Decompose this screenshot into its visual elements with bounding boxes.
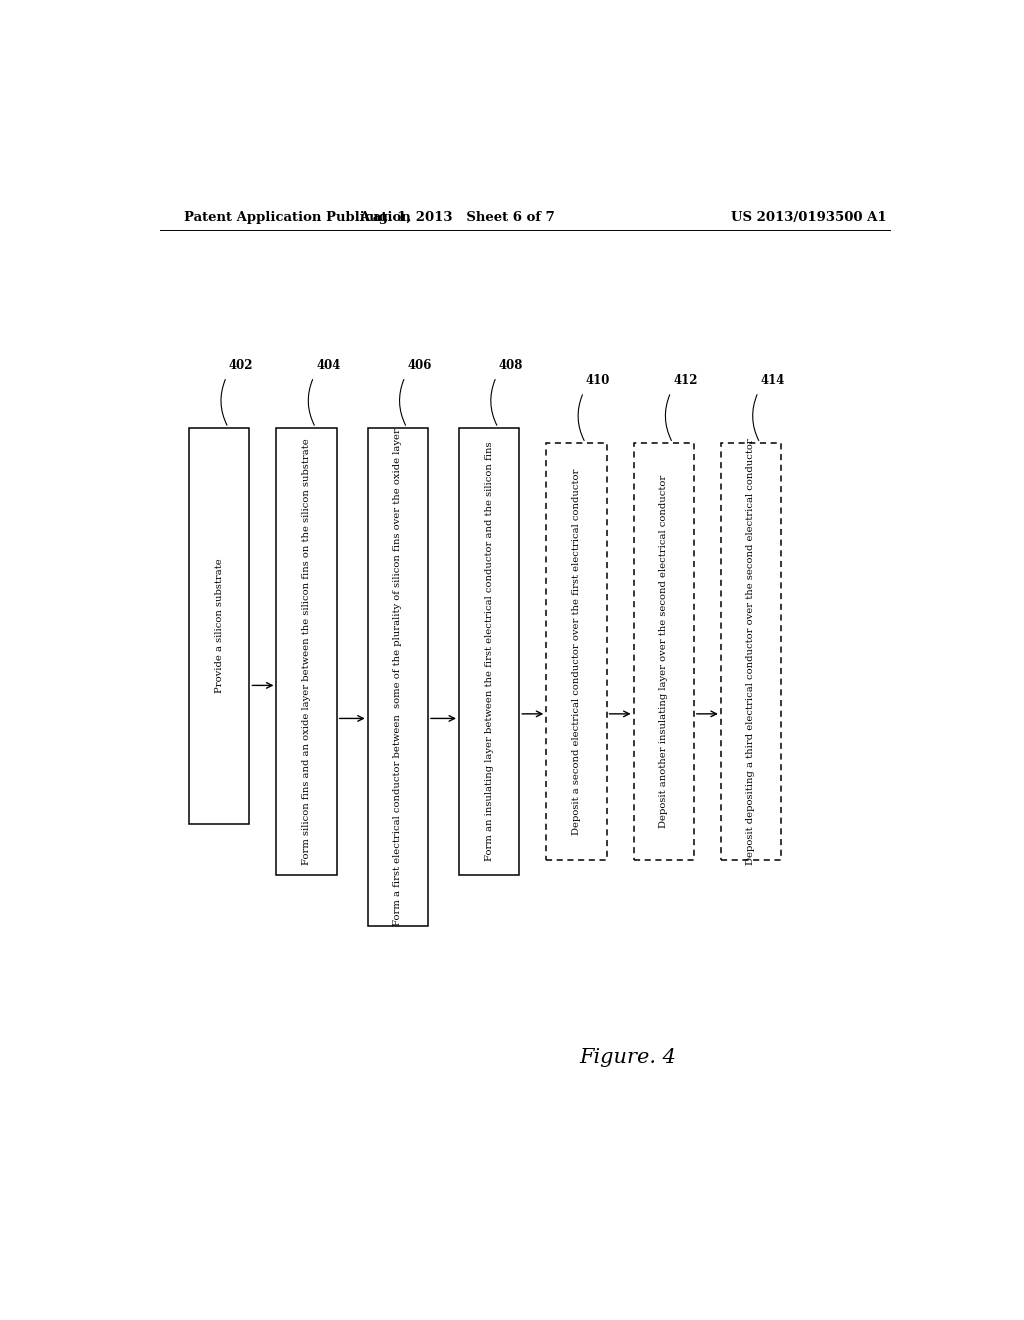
Text: Form silicon fins and an oxide layer between the silicon fins on the silicon sub: Form silicon fins and an oxide layer bet…	[302, 438, 311, 865]
Text: Figure. 4: Figure. 4	[580, 1048, 677, 1068]
Text: 410: 410	[586, 374, 610, 387]
Text: 412: 412	[673, 374, 697, 387]
Text: 402: 402	[228, 359, 253, 372]
Bar	[634, 444, 694, 859]
Text: Patent Application Publication: Patent Application Publication	[183, 211, 411, 224]
Bar	[721, 444, 781, 859]
Text: Deposit a second electrical conductor over the first electrical conductor: Deposit a second electrical conductor ov…	[571, 469, 581, 834]
Text: Deposit depositing a third electrical conductor over the second electrical condu: Deposit depositing a third electrical co…	[746, 438, 756, 865]
Text: Deposit another insulating layer over the second electrical conductor: Deposit another insulating layer over th…	[659, 475, 669, 828]
Bar	[546, 444, 606, 859]
Text: 404: 404	[316, 359, 340, 372]
Bar	[189, 428, 250, 824]
Text: Form an insulating layer between the first electrical conductor and the silicon : Form an insulating layer between the fir…	[484, 442, 494, 861]
Bar	[368, 428, 428, 925]
Bar	[276, 428, 337, 875]
Text: US 2013/0193500 A1: US 2013/0193500 A1	[731, 211, 887, 224]
Text: 414: 414	[761, 374, 784, 387]
Text: 406: 406	[408, 359, 432, 372]
Text: 408: 408	[499, 359, 523, 372]
Text: Form a first electrical conductor between  some of the plurality of silicon fins: Form a first electrical conductor betwee…	[393, 428, 402, 925]
Bar	[459, 428, 519, 875]
Text: Aug. 1, 2013   Sheet 6 of 7: Aug. 1, 2013 Sheet 6 of 7	[359, 211, 555, 224]
Text: Provide a silicon substrate: Provide a silicon substrate	[215, 558, 224, 693]
